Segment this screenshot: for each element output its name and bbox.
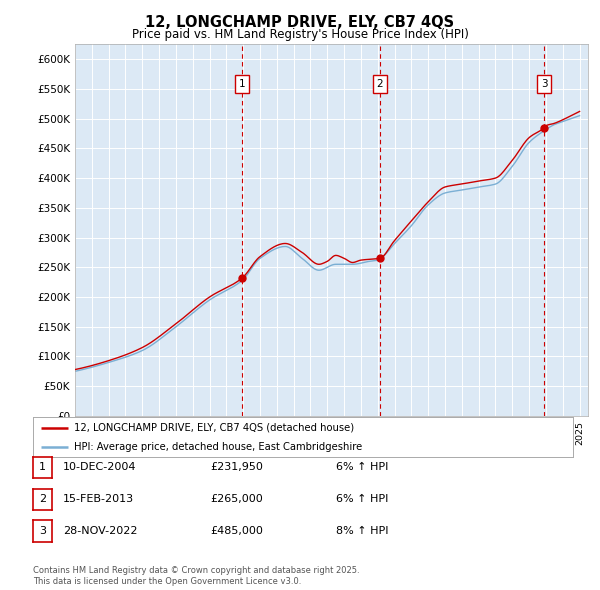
Text: 15-FEB-2013: 15-FEB-2013 bbox=[63, 494, 134, 504]
Text: Price paid vs. HM Land Registry's House Price Index (HPI): Price paid vs. HM Land Registry's House … bbox=[131, 28, 469, 41]
Text: 8% ↑ HPI: 8% ↑ HPI bbox=[336, 526, 389, 536]
Text: 28-NOV-2022: 28-NOV-2022 bbox=[63, 526, 137, 536]
Text: 12, LONGCHAMP DRIVE, ELY, CB7 4QS (detached house): 12, LONGCHAMP DRIVE, ELY, CB7 4QS (detac… bbox=[74, 422, 353, 432]
Text: 12, LONGCHAMP DRIVE, ELY, CB7 4QS: 12, LONGCHAMP DRIVE, ELY, CB7 4QS bbox=[145, 15, 455, 30]
Text: 10-DEC-2004: 10-DEC-2004 bbox=[63, 463, 137, 472]
Text: 6% ↑ HPI: 6% ↑ HPI bbox=[336, 463, 388, 472]
Text: Contains HM Land Registry data © Crown copyright and database right 2025.
This d: Contains HM Land Registry data © Crown c… bbox=[33, 566, 359, 586]
Text: HPI: Average price, detached house, East Cambridgeshire: HPI: Average price, detached house, East… bbox=[74, 442, 362, 452]
Text: £485,000: £485,000 bbox=[210, 526, 263, 536]
Text: 2: 2 bbox=[39, 494, 46, 504]
Text: 1: 1 bbox=[239, 79, 245, 89]
Text: 3: 3 bbox=[39, 526, 46, 536]
Text: 1: 1 bbox=[39, 463, 46, 472]
Text: 2: 2 bbox=[376, 79, 383, 89]
Text: £231,950: £231,950 bbox=[210, 463, 263, 472]
Text: 6% ↑ HPI: 6% ↑ HPI bbox=[336, 494, 388, 504]
Text: 3: 3 bbox=[541, 79, 548, 89]
Text: £265,000: £265,000 bbox=[210, 494, 263, 504]
